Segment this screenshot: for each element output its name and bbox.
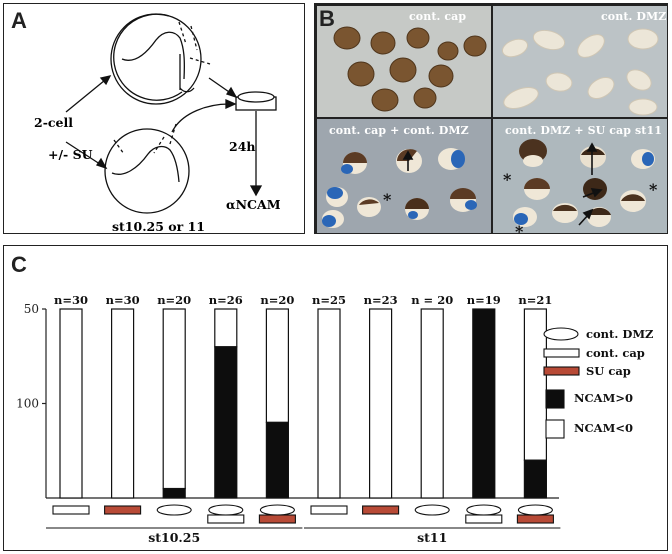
ncam-stacked-bar-chart: 100 50 st10.25 st11 n=30 n=30 n=20 n=26 n=20 n=2… (16, 293, 653, 545)
legend-label-ncam-pos: NCAM>0 (574, 391, 633, 405)
bar-count-label: n=26 (209, 293, 243, 307)
bar-segment-ncam-negative (59, 308, 83, 499)
lower-embryo (104, 123, 190, 214)
quadrant-label-dmz-plus-su-cap: cont. DMZ + SU cap st11 (505, 124, 662, 137)
asterisk-marker: * (649, 180, 658, 199)
bar-count-label: n=30 (54, 293, 88, 307)
dmz-explant-icon (208, 504, 244, 516)
legend-swatch-cont-cap (543, 348, 580, 358)
legend-swatch-cont-dmz (543, 327, 579, 341)
bar-segment-ncam-negative (110, 308, 135, 499)
stage-label: st10.25 or 11 (112, 219, 205, 233)
panel-b: cont. cap cont. DMZ (314, 3, 668, 234)
quadrant-label-cont-cap: cont. cap (409, 10, 467, 23)
antibody-label: αNCAM (226, 197, 281, 212)
panel-a-label: A (11, 8, 27, 33)
bar-segment-ncam-negative (265, 308, 289, 424)
legend-label-cont-dmz: cont. DMZ (586, 327, 653, 341)
bar-segment-ncam-positive (523, 459, 548, 499)
asterisk-marker: * (503, 170, 512, 189)
legend-swatch-ncam-neg (545, 419, 565, 439)
bar-segment-ncam-positive (214, 346, 238, 499)
cap-explant-icon (310, 505, 348, 515)
su-cap-explant-icon (258, 514, 296, 524)
bar-count-label: n=20 (260, 293, 294, 307)
bar-segment-ncam-negative (317, 308, 341, 499)
legend-swatch-ncam-pos (545, 389, 565, 409)
group-label: st11 (417, 530, 447, 545)
dmz-explant-icon (156, 504, 192, 516)
asterisk-marker: * (383, 190, 392, 209)
photo-cont-cap: cont. cap (317, 6, 491, 117)
bar-segment-ncam-negative (420, 308, 444, 499)
legend-label-cont-cap: cont. cap (586, 346, 645, 360)
y-tick-label: 100 (16, 397, 39, 411)
asterisk-marker: * (515, 222, 524, 233)
dmz-explant-icon (259, 504, 295, 516)
embryo-experiment-schematic: 2-cell +/- SU 24h st10.25 or 11 αNCAM (34, 13, 281, 233)
bar-count-label: n=23 (364, 293, 398, 307)
su-cap-explant-icon (516, 514, 554, 524)
bar-segment-ncam-negative (369, 308, 393, 499)
su-treatment-label: +/- SU (48, 147, 93, 162)
legend-label-ncam-neg: NCAM<0 (574, 421, 633, 435)
upper-embryo (110, 13, 211, 105)
legend-label-su-cap: SU cap (586, 364, 631, 378)
dmz-explant-icon (517, 504, 553, 516)
bar-count-label: n=20 (157, 293, 191, 307)
bar-count-label: n=19 (467, 293, 501, 307)
cap-explant-icon (465, 514, 503, 524)
quadrant-label-cont-dmz: cont. DMZ (601, 10, 667, 23)
panel-a: A (3, 3, 305, 234)
bar-segment-ncam-positive (265, 421, 289, 499)
cap-explant-icon (52, 505, 90, 515)
su-cap-explant-icon (104, 505, 142, 515)
quadrant-label-cap-plus-dmz: cont. cap + cont. DMZ (329, 124, 469, 137)
bar-segment-ncam-negative (523, 308, 548, 461)
bar-segment-ncam-positive (472, 308, 496, 499)
y-tick-label: 50 (24, 302, 39, 316)
bar-count-label: n=30 (106, 293, 140, 307)
dmz-explant-icon (414, 504, 450, 516)
su-conjugate-explants: * * * (503, 139, 658, 233)
bar-count-label: n=21 (518, 293, 552, 307)
bar-segment-ncam-negative (162, 308, 186, 490)
panel-b-label: B (319, 6, 335, 31)
two-cell-label: 2-cell (34, 115, 73, 130)
photo-cap-plus-dmz: * cont. cap + cont. DMZ (317, 119, 491, 233)
su-cap-explant-icon (362, 505, 400, 515)
photo-dmz-plus-su-cap: * * * cont. DMZ + SU cap st11 (493, 119, 667, 233)
dmz-explant-icon (466, 504, 502, 516)
conjugate-explants: * (322, 148, 477, 228)
bar-count-label: n=25 (312, 293, 346, 307)
group-label: st10.25 (148, 530, 200, 545)
culture-dish (235, 91, 277, 111)
bar-segment-ncam-positive (162, 487, 186, 499)
photo-cont-dmz: cont. DMZ (493, 6, 667, 117)
legend-swatch-su-cap (543, 366, 580, 376)
panel-c-label: C (11, 252, 27, 277)
incubation-time-label: 24h (229, 139, 255, 154)
bar-segment-ncam-negative (214, 308, 238, 348)
dmz-explants (501, 28, 659, 116)
bar-count-label: n = 20 (411, 293, 453, 307)
cap-explants (333, 26, 487, 112)
panel-c: C 100 50 st10.25 st11 n=30 n=30 n=20 n=26 n=20 n… (3, 245, 668, 551)
cap-explant-icon (207, 514, 245, 524)
